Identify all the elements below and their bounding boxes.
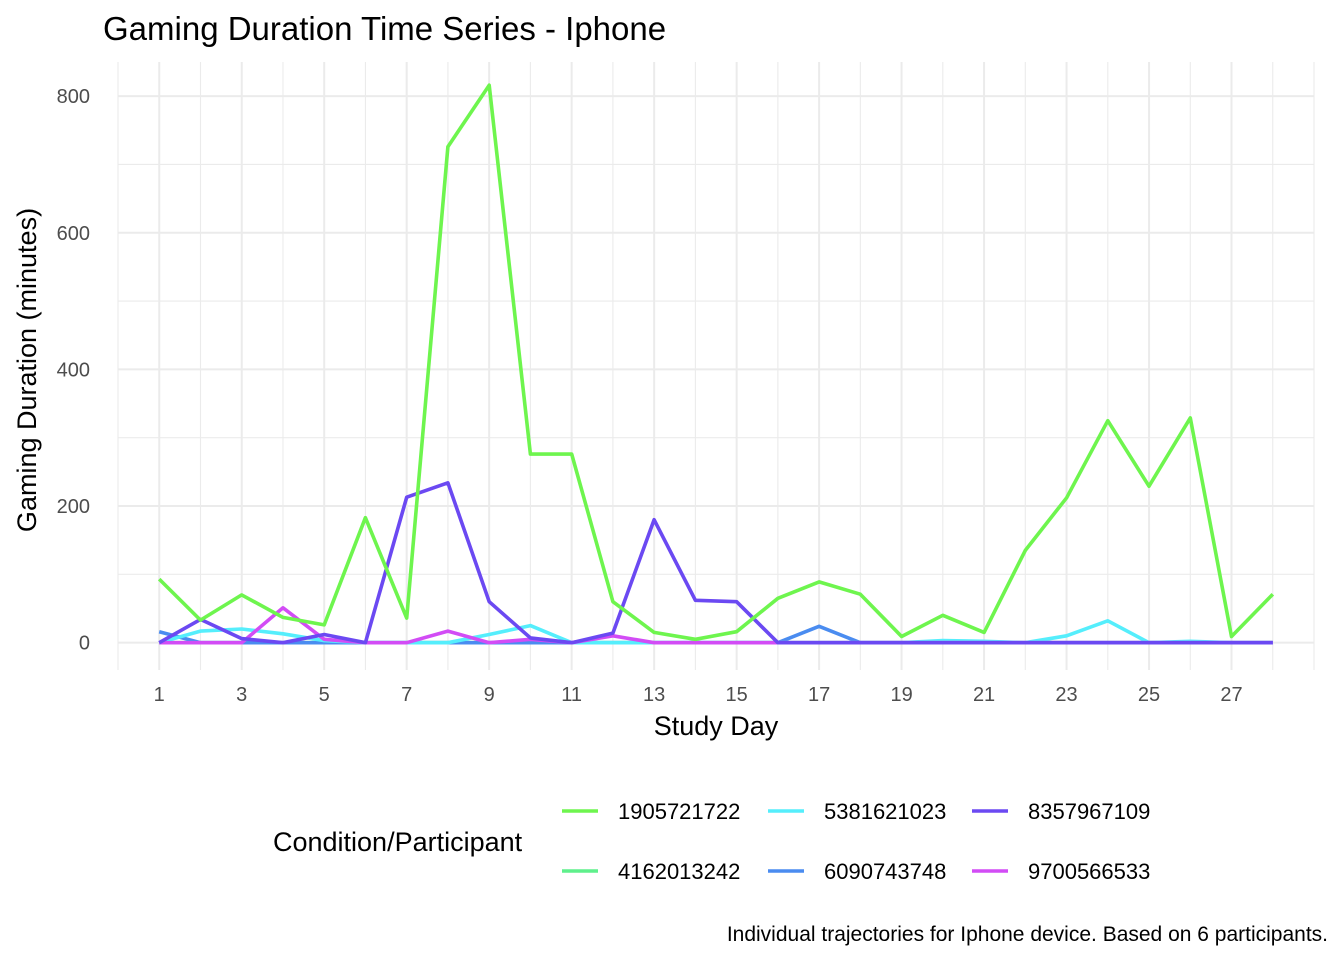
legend-label-9700566533: 9700566533 [1028, 859, 1150, 884]
x-tick-label: 11 [561, 684, 582, 706]
x-tick-label: 21 [973, 684, 995, 706]
x-tick-label: 17 [808, 684, 830, 706]
legend-label-5381621023: 5381621023 [824, 799, 946, 824]
series-lines [157, 83, 1275, 645]
y-tick-label: 400 [57, 359, 90, 381]
x-tick-label: 15 [725, 684, 747, 706]
x-tick-label: 27 [1220, 684, 1242, 706]
x-tick-label: 1 [154, 684, 165, 706]
x-tick-label: 19 [890, 684, 912, 706]
x-tick-label: 3 [236, 684, 247, 706]
chart-title: Gaming Duration Time Series - Iphone [103, 10, 666, 47]
x-tick-label: 23 [1055, 684, 1077, 706]
x-axis-title: Study Day [654, 711, 779, 741]
x-tick-label: 9 [484, 684, 495, 706]
x-tick-label: 13 [643, 684, 665, 706]
y-axis-title: Gaming Duration (minutes) [12, 208, 42, 532]
chart-caption: Individual trajectories for Iphone devic… [727, 923, 1328, 946]
grid [117, 62, 1315, 670]
legend: 1905721722 5381621023 8357967109 4162013242… [562, 799, 1150, 884]
y-tick-label: 200 [57, 496, 90, 518]
legend-label-6090743748: 6090743748 [824, 859, 946, 884]
legend-title: Condition/Participant [273, 827, 523, 857]
series-line-1905721722 [157, 83, 1275, 642]
series-line-8357967109 [158, 480, 1273, 645]
y-tick-label: 600 [57, 223, 90, 245]
x-tick-label: 5 [319, 684, 330, 706]
y-axis-ticks: 0 200 400 600 800 [57, 86, 90, 655]
x-tick-label: 25 [1138, 684, 1160, 706]
y-tick-label: 800 [57, 86, 90, 108]
x-tick-label: 7 [401, 684, 412, 706]
legend-label-8357967109: 8357967109 [1028, 799, 1150, 824]
legend-label-1905721722: 1905721722 [618, 799, 740, 824]
x-axis-ticks: 1 3 5 7 9 11 13 15 17 19 21 23 25 27 [154, 684, 1243, 706]
legend-label-4162013242: 4162013242 [618, 859, 740, 884]
y-tick-label: 0 [79, 633, 90, 655]
series-line-9700566533 [159, 605, 1273, 645]
